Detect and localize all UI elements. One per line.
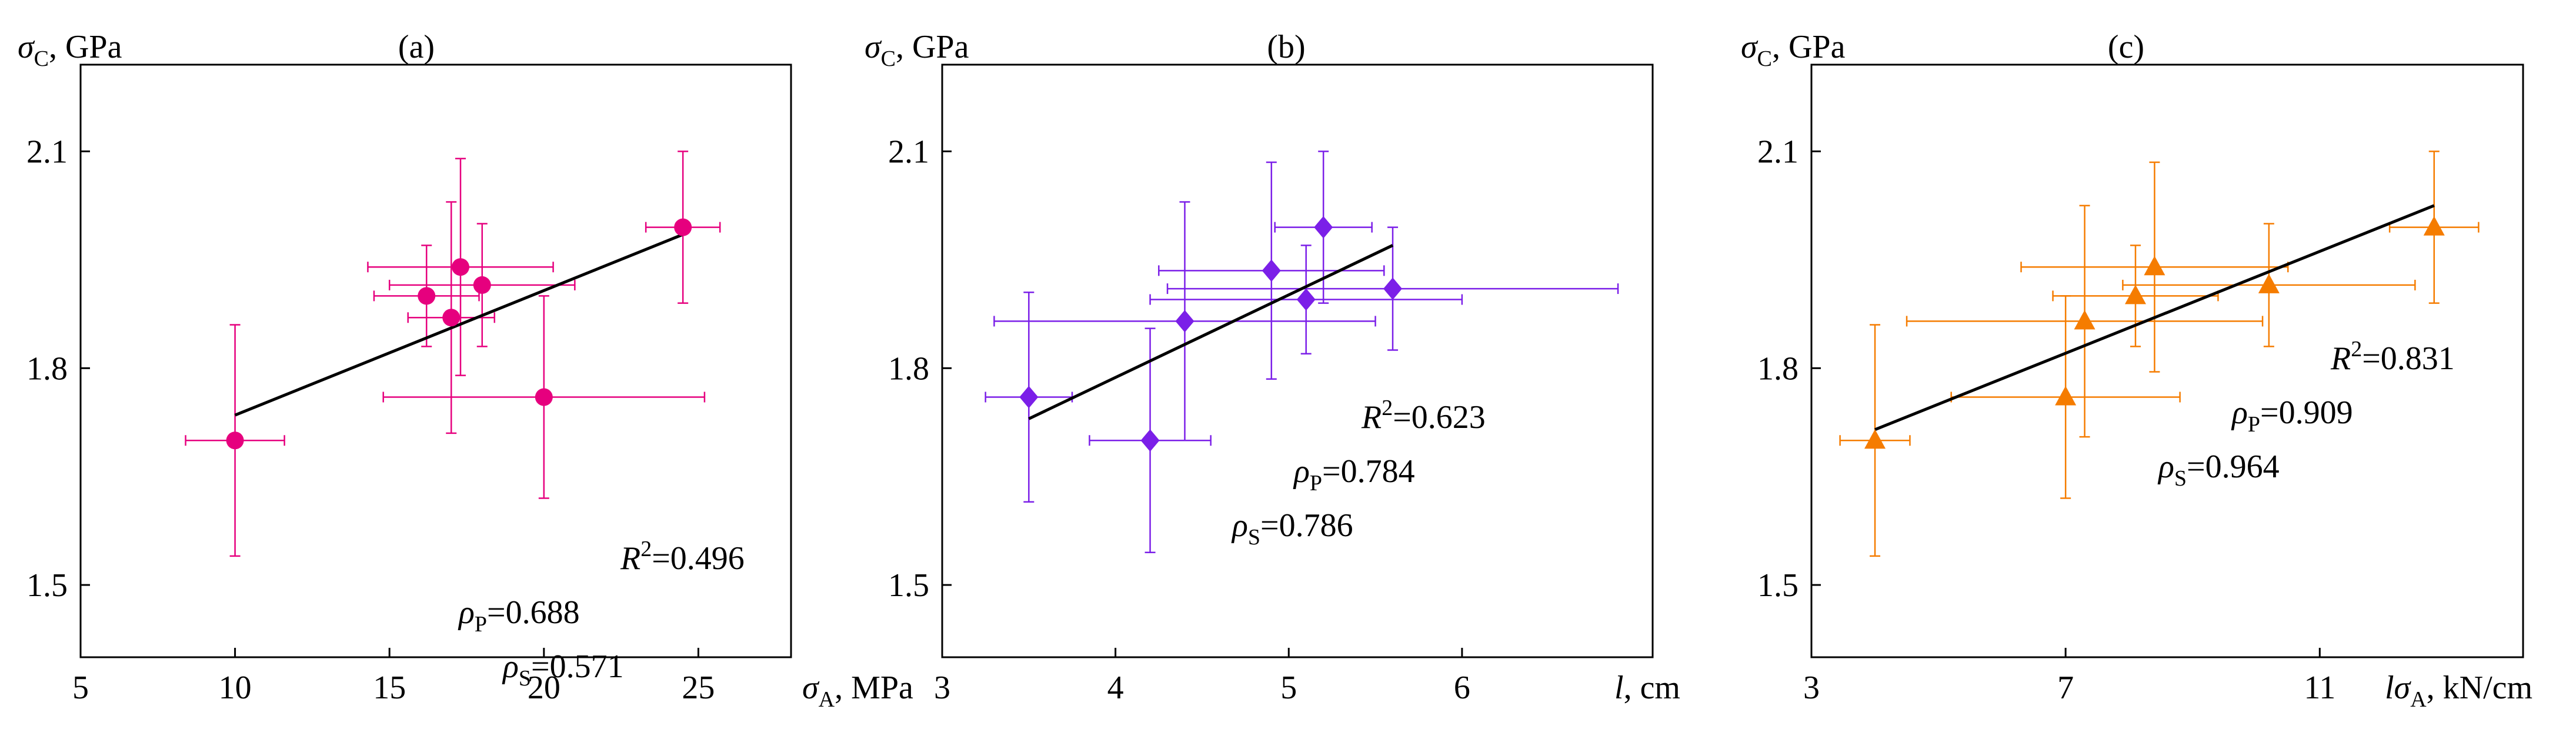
x-axis-label: σA, MPa	[802, 670, 913, 712]
x-tick-label: 5	[1280, 670, 1297, 706]
chart-panel-a: 5 10 15 20 25 1.5 1.8 2.1 σC, GPa σA, MPa (a) R2=0.…	[18, 29, 913, 712]
data-point	[1314, 216, 1333, 239]
y-axis-label: σC, GPa	[1741, 29, 1846, 71]
y-tick-label: 1.5	[26, 567, 68, 604]
data-point	[1296, 288, 1316, 311]
plot-frame	[79, 63, 792, 658]
data-point	[2144, 256, 2165, 276]
data-point	[452, 258, 470, 276]
data-point	[1140, 429, 1160, 452]
y-tick-label: 2.1	[888, 134, 929, 170]
x-tick-label: 6	[1454, 670, 1470, 706]
y-tick-label: 2.1	[1757, 134, 1798, 170]
x-tick-label: 15	[373, 670, 406, 706]
fit-line	[1028, 244, 1394, 420]
y-tick-label: 2.1	[26, 134, 68, 170]
stat-annotation: R2=0.831	[2330, 337, 2455, 377]
chart-panel-b: 3 4 5 6 1.5 1.8 2.1 σC, GPa l, cm (b) R2=0.623 ρP=0…	[865, 29, 1680, 706]
x-tick-label: 11	[2304, 670, 2335, 706]
data-point	[1262, 259, 1281, 282]
panel-label: (a)	[398, 29, 435, 65]
x-tick-label: 3	[934, 670, 950, 706]
plot-frame	[941, 63, 1654, 658]
data-point	[1019, 386, 1039, 409]
stat-annotation: ρP=0.688	[458, 594, 580, 637]
y-axis-label: σC, GPa	[865, 29, 969, 71]
data-point	[1175, 310, 1194, 333]
fit-line	[234, 233, 684, 417]
y-tick-label: 1.8	[888, 350, 929, 387]
x-tick-label: 7	[2057, 670, 2074, 706]
stat-annotation: ρP=0.909	[2231, 394, 2353, 437]
y-tick-label: 1.8	[1757, 350, 1798, 387]
stat-annotation: ρS=0.571	[502, 648, 624, 691]
x-tick-label: 25	[682, 670, 715, 706]
x-tick-label: 3	[1803, 670, 1820, 706]
data-point	[473, 276, 491, 294]
data-point	[674, 218, 692, 236]
y-tick-label: 1.5	[1757, 567, 1798, 604]
y-tick-label: 1.5	[888, 567, 929, 604]
stat-annotation: R2=0.623	[1361, 396, 1486, 436]
panel-label: (b)	[1267, 29, 1305, 65]
stat-annotation: ρP=0.784	[1293, 453, 1415, 496]
x-tick-label: 5	[72, 670, 89, 706]
data-point	[535, 388, 553, 406]
data-point	[418, 287, 436, 305]
x-tick-label: 10	[219, 670, 252, 706]
data-point	[2055, 386, 2077, 406]
y-axis-label: σC, GPa	[18, 29, 122, 71]
data-point	[1383, 277, 1403, 300]
y-tick-label: 1.8	[26, 350, 68, 387]
x-tick-label: 20	[528, 670, 560, 706]
x-axis-label: lσA, kN/cm	[2385, 670, 2532, 712]
plot-frame	[1810, 63, 2524, 658]
data-point	[1864, 429, 1886, 449]
fit-line	[1874, 204, 2435, 431]
x-axis-label: l, cm	[1614, 670, 1680, 706]
stat-annotation: R2=0.496	[620, 537, 745, 577]
data-point	[442, 309, 461, 327]
panel-label: (c)	[2108, 29, 2144, 65]
x-tick-label: 4	[1107, 670, 1124, 706]
data-point	[226, 431, 244, 450]
data-point	[2258, 273, 2280, 293]
stat-annotation: ρS=0.964	[2157, 449, 2280, 491]
data-point	[2423, 216, 2445, 236]
data-point	[2124, 285, 2146, 305]
chart-panel-c: 3 7 11 1.5 1.8 2.1 σC, GPa lσA, kN/cm (c) R2=0.83…	[1741, 29, 2532, 712]
data-point	[2074, 310, 2095, 330]
stat-annotation: ρS=0.786	[1231, 507, 1353, 550]
